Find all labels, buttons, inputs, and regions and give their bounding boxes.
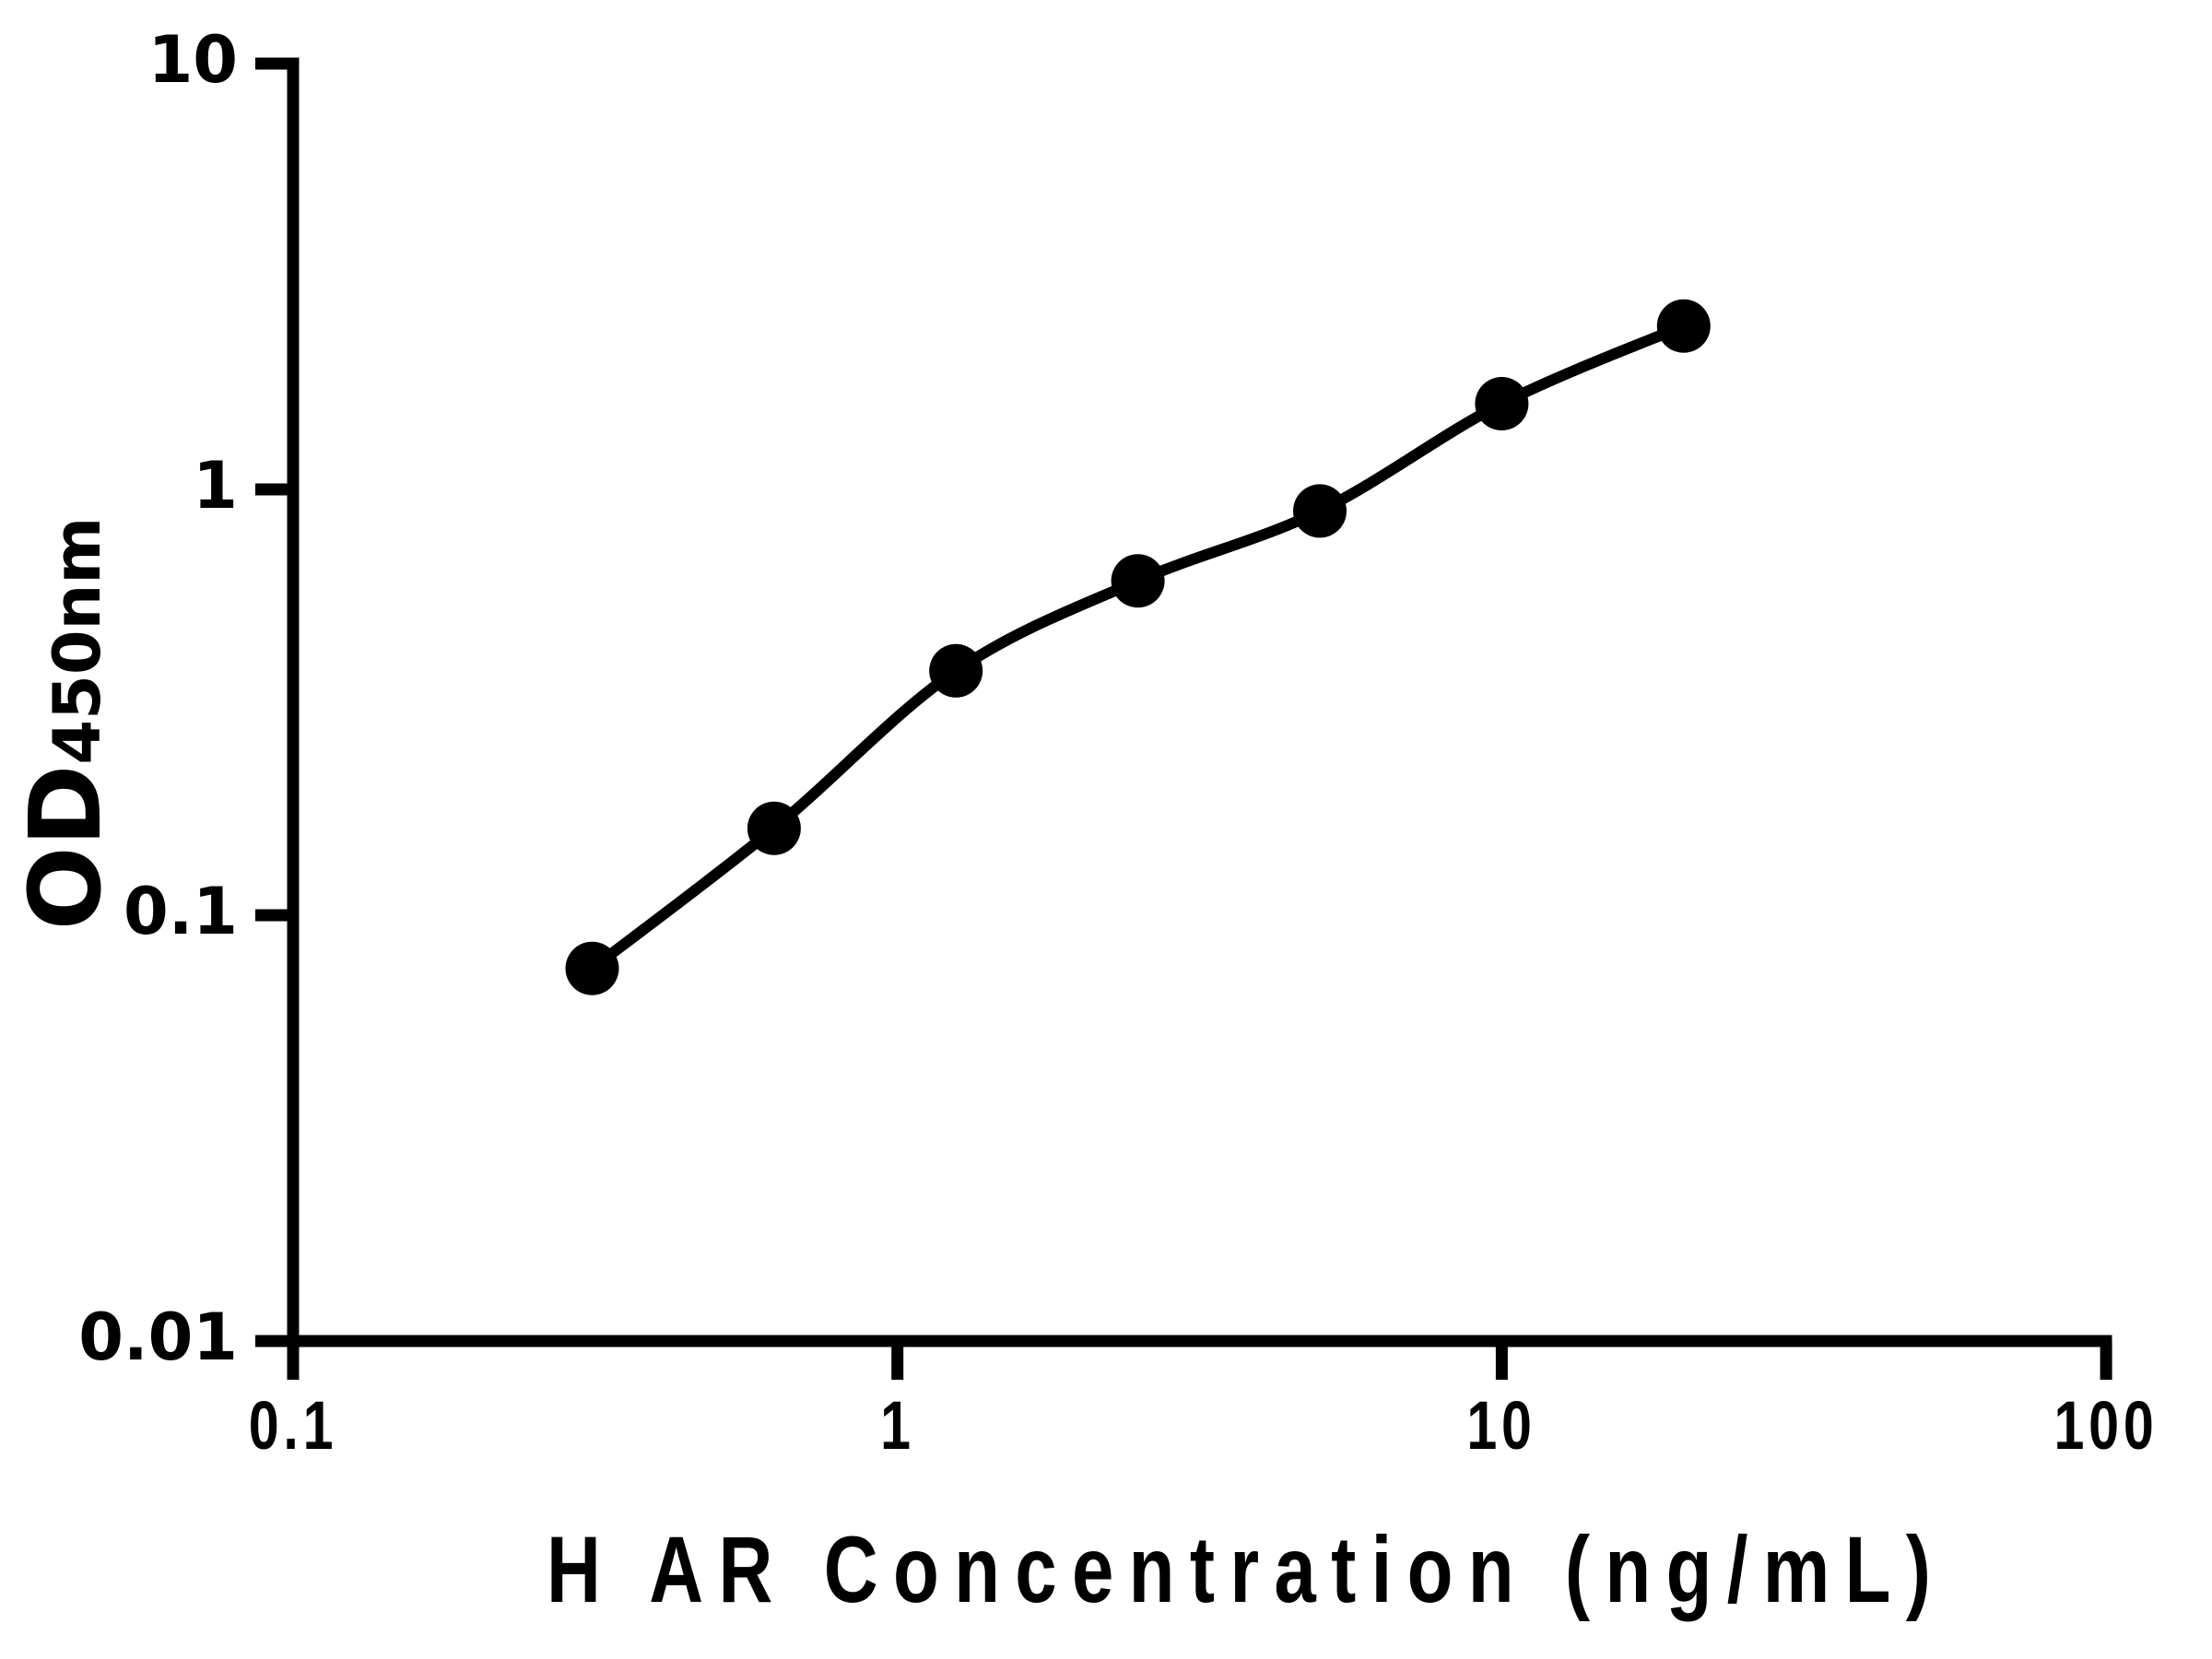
x-tick-label: 0.1 <box>248 1387 338 1464</box>
data-point-marker <box>1475 377 1529 430</box>
x-tick-label: 10 <box>1466 1387 1537 1464</box>
y-axis-title: OD450nm <box>9 517 124 931</box>
x-axis-title: H AR Concentration (ng/mL) <box>547 1517 1947 1622</box>
x-tick-label: 100 <box>2053 1387 2159 1464</box>
data-points <box>565 299 1711 995</box>
y-tick-label: 10 <box>147 22 238 98</box>
y-tick-label: 0.1 <box>123 874 238 949</box>
x-tick-label: 1 <box>879 1387 915 1464</box>
data-point-marker <box>747 801 801 855</box>
axis-ticks <box>255 57 2112 1380</box>
data-point-marker <box>1111 554 1165 608</box>
y-axis-title-sub: 450nm <box>40 516 115 765</box>
y-tick-label: 1 <box>193 448 238 524</box>
data-point-marker <box>1656 299 1711 353</box>
y-axis-title-main: OD <box>9 764 124 931</box>
y-tick-label: 0.01 <box>78 1300 238 1375</box>
data-point-marker <box>929 643 983 698</box>
data-point-marker <box>565 941 619 995</box>
data-point-marker <box>1293 484 1347 538</box>
